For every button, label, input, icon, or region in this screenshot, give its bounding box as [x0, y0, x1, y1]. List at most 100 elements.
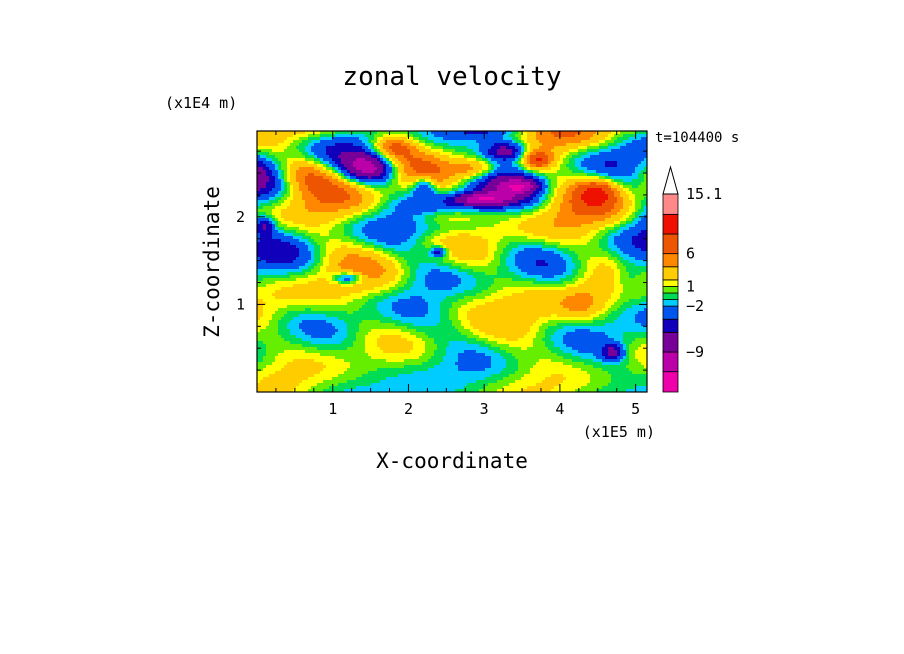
field-cell — [626, 194, 630, 198]
field-cell — [269, 182, 273, 186]
field-cell — [509, 242, 513, 246]
field-cell — [626, 140, 630, 144]
field-cell — [503, 212, 507, 216]
field-cell — [593, 140, 597, 144]
field-cell — [530, 131, 534, 135]
field-cell — [503, 173, 507, 177]
field-cell — [566, 233, 570, 237]
field-cell — [470, 215, 474, 219]
field-cell — [548, 158, 552, 162]
field-cell — [416, 230, 420, 234]
field-cell — [368, 170, 372, 174]
field-cell — [602, 221, 606, 225]
field-cell — [485, 230, 489, 234]
field-cell — [416, 143, 420, 147]
field-cell — [626, 242, 630, 246]
field-cell — [641, 236, 645, 240]
field-cell — [479, 191, 483, 195]
field-cell — [302, 137, 306, 141]
field-cell — [278, 209, 282, 213]
field-cell — [605, 182, 609, 186]
field-cell — [416, 173, 420, 177]
field-cell — [464, 185, 468, 189]
field-cell — [332, 239, 336, 243]
field-cell — [260, 203, 264, 207]
field-cell — [593, 131, 597, 135]
field-cell — [596, 185, 600, 189]
field-cell — [299, 203, 303, 207]
field-cell — [578, 230, 582, 234]
field-cell — [602, 176, 606, 180]
field-cell — [347, 164, 351, 168]
field-cell — [530, 143, 534, 147]
field-cell — [560, 230, 564, 234]
field-cell — [578, 191, 582, 195]
field-cell — [323, 170, 327, 174]
field-cell — [407, 242, 411, 246]
field-cell — [341, 179, 345, 183]
field-cell — [362, 179, 366, 183]
field-cell — [296, 236, 300, 240]
field-cell — [428, 161, 432, 165]
field-cell — [458, 203, 462, 207]
field-cell — [557, 158, 561, 162]
field-cell — [530, 224, 534, 228]
field-cell — [515, 140, 519, 144]
field-cell — [542, 221, 546, 225]
field-cell — [308, 191, 312, 195]
field-cell — [344, 164, 348, 168]
field-cell — [317, 245, 321, 249]
field-cell — [413, 191, 417, 195]
field-cell — [326, 146, 330, 150]
field-cell — [431, 158, 435, 162]
field-cell — [506, 188, 510, 192]
field-cell — [308, 227, 312, 231]
field-cell — [404, 164, 408, 168]
field-cell — [290, 155, 294, 159]
field-cell — [572, 194, 576, 198]
field-cell — [542, 146, 546, 150]
field-cell — [269, 158, 273, 162]
field-cell — [629, 188, 633, 192]
field-cell — [626, 191, 630, 195]
field-cell — [608, 191, 612, 195]
field-cell — [392, 233, 396, 237]
field-cell — [368, 143, 372, 147]
field-cell — [611, 221, 615, 225]
field-cell — [563, 224, 567, 228]
field-cell — [335, 161, 339, 165]
field-cell — [446, 233, 450, 237]
field-cell — [323, 155, 327, 159]
field-cell — [368, 227, 372, 231]
field-cell — [314, 179, 318, 183]
field-cell — [329, 230, 333, 234]
field-cell — [293, 152, 297, 156]
field-cell — [299, 221, 303, 225]
field-cell — [563, 200, 567, 204]
field-cell — [536, 224, 540, 228]
field-cell — [554, 167, 558, 171]
field-cell — [476, 188, 480, 192]
field-cell — [470, 140, 474, 144]
field-cell — [311, 206, 315, 210]
field-cell — [296, 239, 300, 243]
field-cell — [332, 176, 336, 180]
field-cell — [413, 176, 417, 180]
field-cell — [509, 143, 513, 147]
field-cell — [449, 191, 453, 195]
field-cell — [593, 191, 597, 195]
field-cell — [368, 164, 372, 168]
field-cell — [422, 209, 426, 213]
field-cell — [623, 161, 627, 165]
field-cell — [350, 200, 354, 204]
field-cell — [467, 176, 471, 180]
field-cell — [326, 164, 330, 168]
field-cell — [338, 242, 342, 246]
field-cell — [554, 200, 558, 204]
field-cell — [359, 179, 363, 183]
field-cell — [329, 206, 333, 210]
field-cell — [299, 230, 303, 234]
field-cell — [596, 173, 600, 177]
field-cell — [599, 146, 603, 150]
field-cell — [257, 176, 261, 180]
